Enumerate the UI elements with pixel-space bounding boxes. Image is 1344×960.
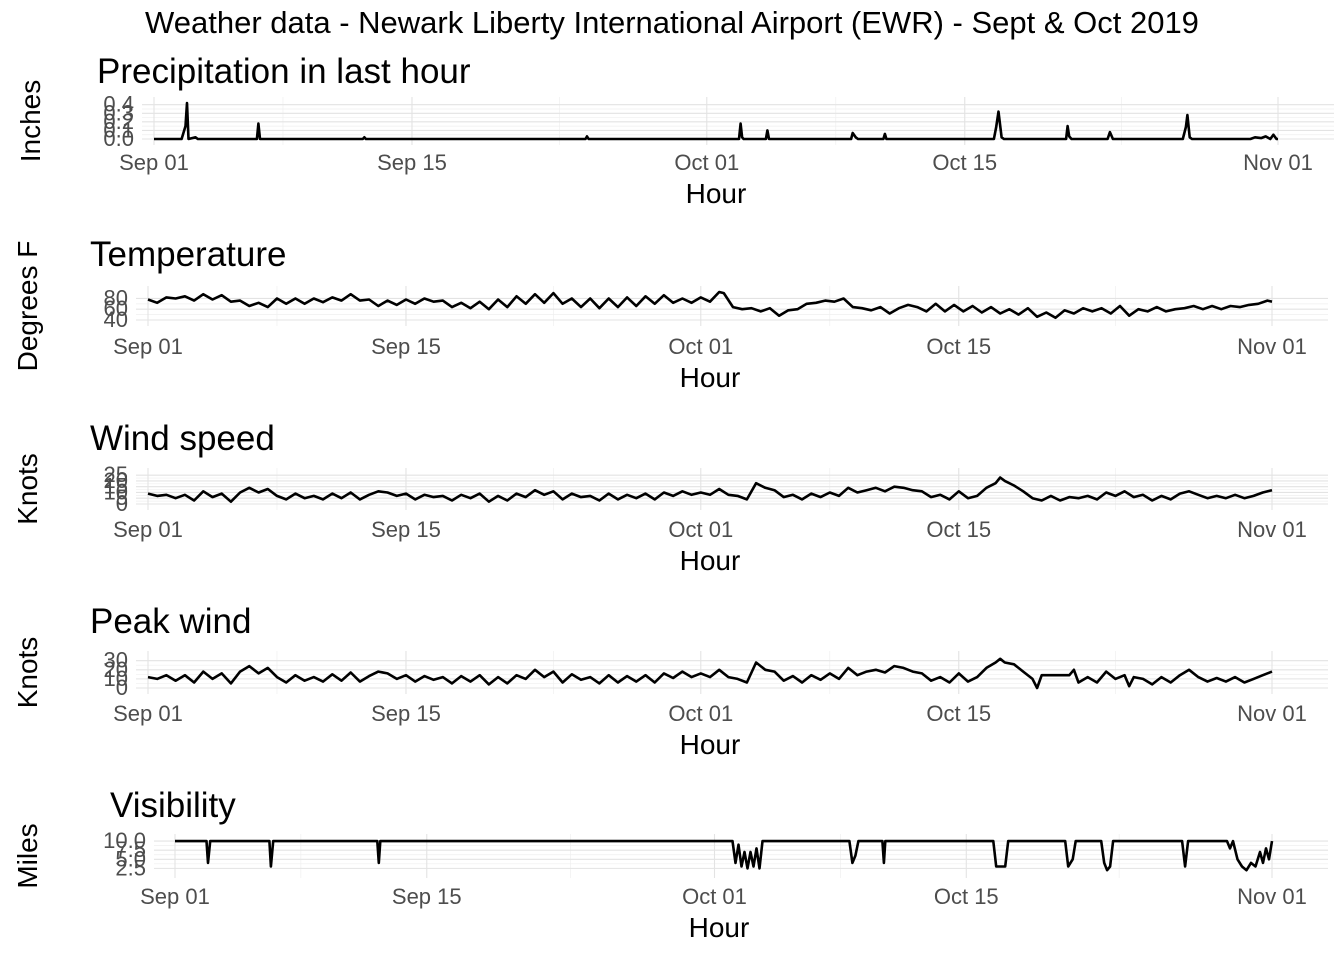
- x-tick-label: Oct 15: [926, 701, 991, 726]
- x-tick-label: Nov 01: [1237, 517, 1307, 542]
- y-tick-label: 30: [104, 648, 128, 673]
- x-axis-label: Hour: [680, 545, 741, 576]
- x-axis-label: Hour: [680, 362, 741, 393]
- y-tick-label: 0.1: [103, 117, 134, 142]
- y-tick-label: 0.0: [103, 126, 134, 151]
- y-tick-label: 10.0: [103, 828, 146, 853]
- chart-panels: 0.00.10.20.30.4 Sep 01 Sep 15 Oct 01 Oct 15 N…: [12, 52, 1334, 943]
- x-tick-label: Sep 01: [113, 701, 183, 726]
- y-tick-label: 80: [104, 285, 128, 310]
- y-tick-label: 0: [116, 675, 128, 700]
- x-axis-label: Hour: [680, 729, 741, 760]
- x-tick-label: Sep 01: [140, 884, 210, 909]
- y-tick-label: 60: [104, 296, 128, 321]
- y-tick-label: 10: [104, 666, 128, 691]
- x-tick-label: Sep 15: [371, 517, 441, 542]
- x-axis-label: Hour: [686, 178, 747, 209]
- y-tick-label: 10: [104, 479, 128, 504]
- x-axis-label: Hour: [689, 912, 750, 943]
- y-tick-label: 15: [104, 474, 128, 499]
- panel-title: Precipitation in last hour: [97, 52, 471, 91]
- x-tick-label: Oct 15: [932, 150, 997, 175]
- x-tick-label: Sep 01: [113, 334, 183, 359]
- panel-visibility: 2.55.07.510.0 Sep 01 Sep 15 Oct 01 Oct 15 Nov…: [12, 786, 1328, 943]
- y-tick-label: 0.4: [103, 92, 134, 117]
- y-axis-label: Degrees F: [12, 241, 43, 372]
- y-tick-label: 2.5: [115, 855, 146, 880]
- series-line-temp: [147, 290, 1273, 320]
- y-tick-label: 25: [104, 462, 128, 487]
- y-tick-label: 20: [104, 468, 128, 493]
- series-line-visibility: [175, 839, 1274, 872]
- x-tick-label: Oct 15: [926, 517, 991, 542]
- x-tick-label: Oct 01: [668, 334, 733, 359]
- x-tick-label: Oct 15: [934, 884, 999, 909]
- y-tick-label: 0.3: [103, 100, 134, 125]
- x-tick-label: Sep 01: [113, 517, 183, 542]
- y-axis-label: Inches: [15, 80, 46, 163]
- y-tick-label: 0: [116, 491, 128, 516]
- series-line-precip: [154, 101, 1278, 141]
- y-axis-label: Knots: [12, 637, 43, 709]
- x-tick-label: Oct 15: [926, 334, 991, 359]
- y-axis-label: Knots: [12, 453, 43, 525]
- x-tick-label: Oct 01: [668, 701, 733, 726]
- y-tick-label: 7.5: [115, 837, 146, 862]
- panel-title: Temperature: [90, 235, 286, 274]
- y-tick-label: 0.2: [103, 109, 134, 134]
- y-axis-label: Miles: [12, 823, 43, 888]
- y-tick-label: 20: [104, 657, 128, 682]
- y-tick-label: 40: [104, 307, 128, 332]
- x-tick-label: Nov 01: [1243, 150, 1313, 175]
- x-tick-label: Nov 01: [1237, 884, 1307, 909]
- x-tick-label: Nov 01: [1237, 701, 1307, 726]
- panel-title: Peak wind: [90, 602, 251, 641]
- x-tick-label: Oct 01: [674, 150, 739, 175]
- y-tick-label: 5: [116, 485, 128, 510]
- series-line-peakwind: [147, 657, 1273, 690]
- panel-title: Wind speed: [90, 419, 275, 458]
- x-tick-label: Sep 01: [119, 150, 189, 175]
- x-tick-label: Sep 15: [371, 701, 441, 726]
- figure-title: Weather data - Newark Liberty Internatio…: [145, 5, 1199, 40]
- x-tick-label: Sep 15: [377, 150, 447, 175]
- panel-precip: 0.00.10.20.30.4 Sep 01 Sep 15 Oct 01 Oct 15 N…: [15, 52, 1334, 209]
- x-tick-label: Oct 01: [668, 517, 733, 542]
- x-tick-label: Sep 15: [371, 334, 441, 359]
- x-tick-label: Oct 01: [682, 884, 747, 909]
- x-tick-label: Sep 15: [392, 884, 462, 909]
- panel-title: Visibility: [110, 786, 236, 825]
- series-line-wind: [147, 476, 1273, 504]
- y-tick-label: 5.0: [115, 846, 146, 871]
- x-tick-label: Nov 01: [1237, 334, 1307, 359]
